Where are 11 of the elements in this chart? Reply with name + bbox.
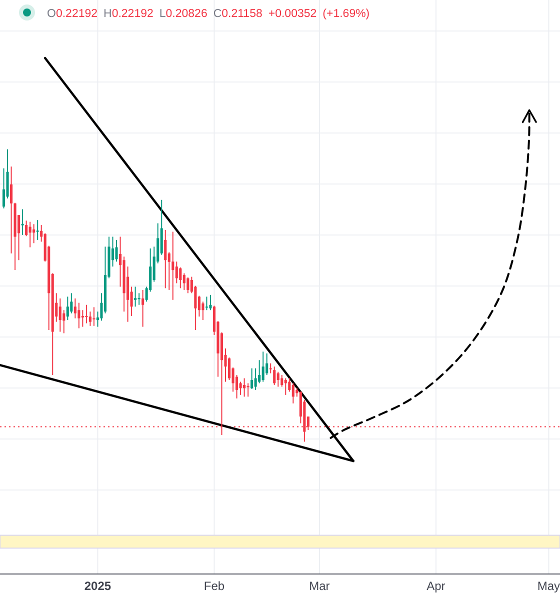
text: L0.20826 bbox=[159, 8, 208, 20]
x-tick-label: Apr bbox=[426, 579, 446, 593]
text: O0.22192 bbox=[47, 8, 98, 20]
text: (+1.69%) bbox=[322, 8, 370, 20]
text: H0.22192 bbox=[104, 8, 154, 20]
text: +0.00352 bbox=[268, 8, 317, 20]
x-tick-label: May bbox=[537, 579, 560, 593]
x-tick-label: Mar bbox=[309, 579, 330, 593]
x-tick-label: 2025 bbox=[84, 579, 112, 593]
x-tick-label: Feb bbox=[204, 579, 225, 593]
text: C0.21158 bbox=[213, 8, 262, 20]
